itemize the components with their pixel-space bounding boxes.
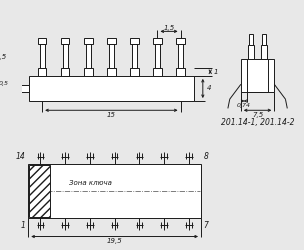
Bar (248, 45, 254, 59)
Text: 1,5: 1,5 (163, 25, 174, 31)
Text: 7: 7 (204, 221, 209, 230)
Text: 15: 15 (107, 112, 116, 118)
Bar (155, 44, 160, 68)
Bar (38, 68, 47, 76)
Text: 1: 1 (214, 69, 218, 75)
Text: 8: 8 (204, 152, 209, 161)
Bar (130, 68, 139, 76)
Text: 201.14-1, 201.14-2: 201.14-1, 201.14-2 (221, 118, 294, 127)
Bar (107, 68, 116, 76)
Bar (153, 38, 162, 44)
Text: 1: 1 (21, 221, 26, 230)
Bar (262, 34, 266, 45)
Bar (86, 44, 91, 68)
Bar (176, 38, 185, 44)
Bar (132, 44, 137, 68)
Bar (61, 68, 69, 76)
Bar (28, 164, 201, 218)
Bar (84, 38, 92, 44)
Bar (249, 34, 253, 45)
Text: 0,5: 0,5 (0, 81, 8, 86)
Bar (29, 76, 194, 101)
Text: 7,5: 7,5 (252, 112, 263, 118)
Bar (109, 44, 114, 68)
Bar (130, 38, 139, 44)
Bar (29, 165, 50, 217)
Text: 19,5: 19,5 (107, 238, 123, 244)
Text: Зона ключа: Зона ключа (69, 180, 112, 186)
Bar (261, 45, 267, 59)
Bar (107, 38, 116, 44)
Text: 0,74: 0,74 (237, 103, 251, 108)
Bar (18, 85, 29, 92)
Text: 4: 4 (207, 86, 212, 91)
Text: 14: 14 (16, 152, 26, 161)
Bar (176, 68, 185, 76)
Bar (241, 59, 274, 92)
Bar (38, 38, 47, 44)
Text: 2,5: 2,5 (0, 54, 7, 60)
Bar (247, 59, 268, 92)
Bar (63, 44, 67, 68)
Bar (178, 44, 183, 68)
Bar (61, 38, 69, 44)
Bar (153, 68, 162, 76)
Bar (84, 68, 92, 76)
Bar (40, 44, 45, 68)
